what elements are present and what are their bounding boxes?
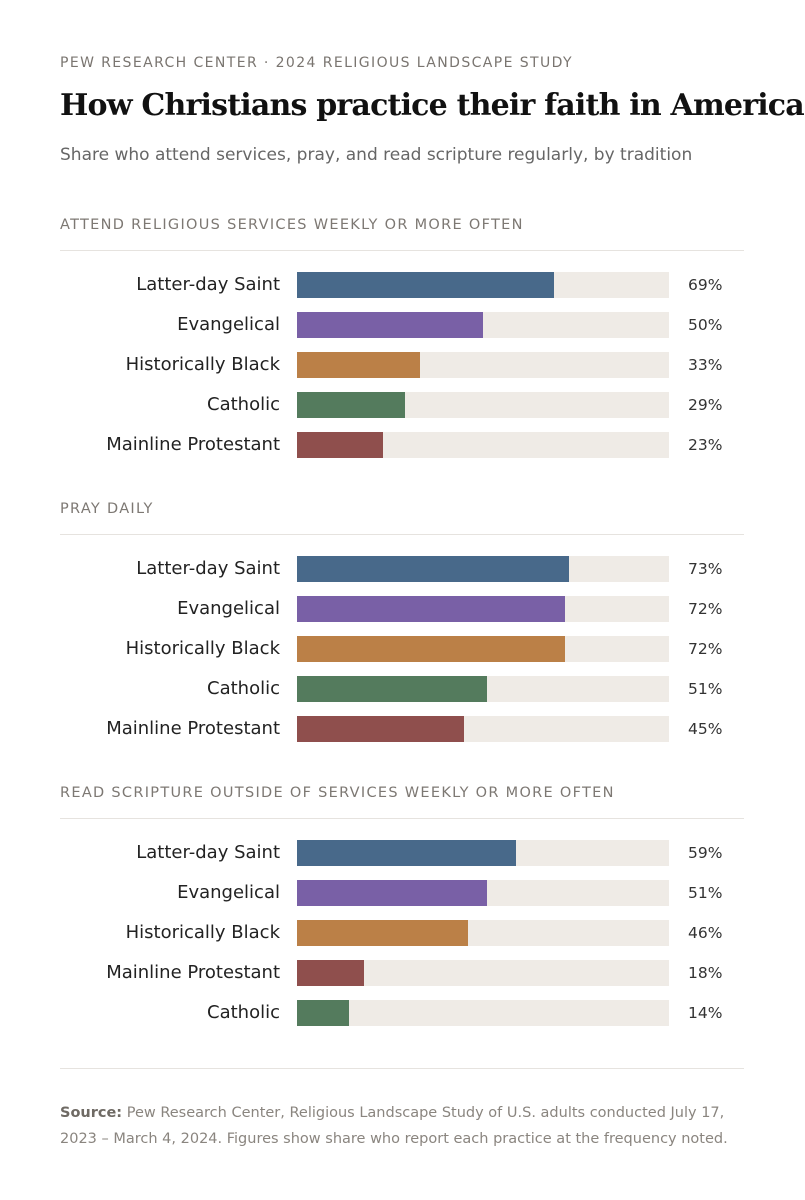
category-label: Mainline Protestant (106, 434, 280, 455)
bar (297, 272, 554, 298)
bar-track (297, 920, 669, 946)
bar (297, 596, 565, 622)
bar-row: Mainline Protestant 18% (0, 960, 805, 986)
category-label: Latter-day Saint (136, 274, 280, 295)
value-label: 46% (688, 924, 723, 942)
panel-divider (60, 250, 744, 251)
chart-title: How Christians practice their faith in A… (60, 88, 805, 123)
bar (297, 556, 569, 582)
category-label: Mainline Protestant (106, 718, 280, 739)
bar-track (297, 596, 669, 622)
bar-track (297, 352, 669, 378)
bar (297, 432, 383, 458)
bar-track (297, 272, 669, 298)
bar-track (297, 676, 669, 702)
bar (297, 880, 487, 906)
category-label: Latter-day Saint (136, 842, 280, 863)
value-label: 51% (688, 884, 723, 902)
value-label: 50% (688, 316, 723, 334)
category-label: Latter-day Saint (136, 558, 280, 579)
value-label: 51% (688, 680, 723, 698)
bar-track (297, 432, 669, 458)
value-label: 45% (688, 720, 723, 738)
panel-divider (60, 534, 744, 535)
bar-track (297, 716, 669, 742)
value-label: 72% (688, 600, 723, 618)
panel-title: PRAY DAILY (60, 501, 154, 517)
bar (297, 960, 364, 986)
bar (297, 716, 465, 742)
bar (297, 920, 469, 946)
chart-subtitle: Share who attend services, pray, and rea… (60, 145, 693, 165)
bar-row: Mainline Protestant 23% (0, 432, 805, 458)
bar-row: Latter-day Saint 69% (0, 272, 805, 298)
value-label: 23% (688, 436, 723, 454)
bar-row: Catholic 51% (0, 676, 805, 702)
bar (297, 392, 405, 418)
bar-track (297, 840, 669, 866)
value-label: 18% (688, 964, 723, 982)
bar-row: Catholic 14% (0, 1000, 805, 1026)
bar-row: Historically Black 33% (0, 352, 805, 378)
source-text: Pew Research Center, Religious Landscape… (60, 1105, 728, 1147)
bar (297, 1000, 350, 1026)
bar-row: Evangelical 51% (0, 880, 805, 906)
chart-kicker: PEW RESEARCH CENTER · 2024 RELIGIOUS LAN… (60, 55, 573, 71)
panel-divider (60, 818, 744, 819)
category-label: Catholic (207, 1002, 280, 1023)
value-label: 14% (688, 1004, 723, 1022)
source-label: Source: (60, 1105, 123, 1121)
bar-track (297, 636, 669, 662)
value-label: 59% (688, 844, 723, 862)
bar-row: Historically Black 46% (0, 920, 805, 946)
source-note: Source: Pew Research Center, Religious L… (60, 1100, 750, 1152)
bar-row: Latter-day Saint 59% (0, 840, 805, 866)
category-label: Catholic (207, 394, 280, 415)
bar-row: Mainline Protestant 45% (0, 716, 805, 742)
bar-row: Historically Black 72% (0, 636, 805, 662)
bar (297, 312, 483, 338)
bar (297, 676, 487, 702)
value-label: 29% (688, 396, 723, 414)
bar (297, 636, 565, 662)
category-label: Historically Black (125, 354, 280, 375)
panel-title: READ SCRIPTURE OUTSIDE OF SERVICES WEEKL… (60, 785, 615, 801)
bar-row: Latter-day Saint 73% (0, 556, 805, 582)
value-label: 69% (688, 276, 723, 294)
value-label: 73% (688, 560, 723, 578)
category-label: Evangelical (177, 882, 280, 903)
category-label: Historically Black (125, 922, 280, 943)
bar-row: Evangelical 50% (0, 312, 805, 338)
bar-track (297, 556, 669, 582)
bar-track (297, 880, 669, 906)
category-label: Mainline Protestant (106, 962, 280, 983)
panel-title: ATTEND RELIGIOUS SERVICES WEEKLY OR MORE… (60, 217, 524, 233)
category-label: Evangelical (177, 598, 280, 619)
bar-track (297, 392, 669, 418)
category-label: Historically Black (125, 638, 280, 659)
value-label: 33% (688, 356, 723, 374)
bar-row: Evangelical 72% (0, 596, 805, 622)
bar-track (297, 1000, 669, 1026)
bar (297, 840, 517, 866)
footer-divider (60, 1068, 744, 1069)
category-label: Catholic (207, 678, 280, 699)
category-label: Evangelical (177, 314, 280, 335)
bar-track (297, 312, 669, 338)
bar-row: Catholic 29% (0, 392, 805, 418)
bar (297, 352, 420, 378)
value-label: 72% (688, 640, 723, 658)
bar-track (297, 960, 669, 986)
